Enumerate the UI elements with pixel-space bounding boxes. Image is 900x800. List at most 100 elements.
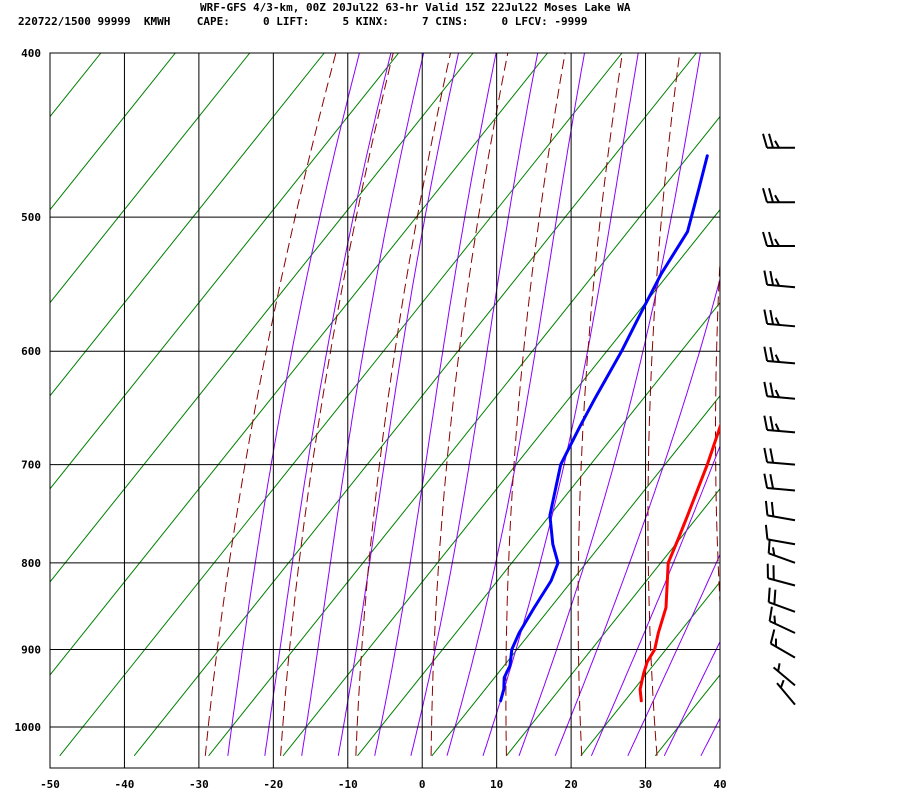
wind-barb-full-tick bbox=[769, 382, 775, 397]
moist-adiabat-line bbox=[554, 277, 720, 756]
wind-barb-half-tick bbox=[774, 354, 780, 363]
wind-barb bbox=[762, 188, 795, 204]
wind-barb-half-tick bbox=[774, 194, 780, 203]
wind-barb-full-tick bbox=[769, 416, 775, 431]
moist-adiabat-line bbox=[738, 53, 900, 756]
wind-barb-staff bbox=[767, 283, 796, 289]
wind-barb-staff bbox=[767, 395, 796, 400]
dry-adiabat-lines bbox=[204, 53, 808, 756]
wind-barb-full-tick bbox=[769, 474, 775, 489]
wind-barb bbox=[764, 524, 796, 546]
dewpoint-profile-line bbox=[499, 154, 709, 703]
dry-adiabat-line bbox=[355, 53, 451, 756]
wind-barb-full-tick bbox=[763, 346, 769, 362]
dry-adiabat-line bbox=[715, 252, 720, 611]
wind-barb-staff bbox=[770, 642, 796, 659]
wind-barb bbox=[763, 473, 796, 492]
wind-barb-staff bbox=[767, 514, 796, 522]
wind-barb-full-tick bbox=[768, 133, 774, 149]
chart-title: WRF-GFS 4/3-km, 00Z 20Jul22 63-hr Valid … bbox=[200, 1, 631, 14]
wind-barb-full-tick bbox=[767, 587, 771, 603]
wind-barb-full-tick bbox=[762, 231, 768, 247]
dry-adiabat-line bbox=[204, 53, 337, 756]
dry-adiabat-line bbox=[647, 53, 681, 756]
wind-barb-full-tick bbox=[767, 538, 771, 554]
temperature-tick-label: -10 bbox=[338, 778, 358, 791]
wind-barb-full-tick bbox=[769, 629, 776, 644]
temperature-tick-label: -40 bbox=[115, 778, 135, 791]
pressure-tick-label: 1000 bbox=[15, 721, 42, 734]
pressure-tick-label: 400 bbox=[21, 47, 41, 60]
wind-barb-full-tick bbox=[763, 415, 769, 431]
isotherm-line bbox=[282, 208, 720, 757]
wind-barb-full-tick bbox=[764, 500, 769, 516]
wind-barb-staff bbox=[768, 601, 796, 613]
wind-barb-staff bbox=[772, 666, 796, 687]
moist-adiabat-line bbox=[775, 53, 900, 756]
isotherm-line bbox=[804, 53, 900, 756]
wind-barb bbox=[766, 563, 796, 587]
wind-barb bbox=[767, 587, 796, 613]
wind-barb-full-tick bbox=[769, 347, 775, 362]
temperature-tick-label: -20 bbox=[263, 778, 283, 791]
temperature-tick-label: -50 bbox=[40, 778, 60, 791]
pressure-tick-label: 900 bbox=[21, 643, 41, 656]
isotherm-line bbox=[50, 53, 548, 676]
wind-barbs bbox=[762, 133, 796, 706]
isotherm-line bbox=[50, 53, 474, 583]
sounding-series bbox=[499, 154, 720, 703]
wind-barb-full-tick bbox=[762, 133, 768, 149]
moist-adiabat-line bbox=[627, 553, 720, 757]
wind-barb bbox=[763, 309, 796, 328]
wind-barb-full-tick bbox=[763, 447, 769, 463]
wind-barb bbox=[776, 679, 796, 706]
wind-barb-half-tick bbox=[774, 389, 780, 398]
isotherm-line bbox=[133, 53, 697, 757]
wind-barb-staff bbox=[767, 322, 796, 328]
wind-barb-half-tick bbox=[774, 317, 780, 326]
wind-barb bbox=[763, 270, 796, 289]
wind-barb-staff bbox=[767, 461, 796, 466]
pressure-tick-label: 500 bbox=[21, 211, 41, 224]
dry-adiabat-line bbox=[577, 53, 623, 756]
wind-barb-full-tick bbox=[769, 448, 775, 463]
isotherm-lines bbox=[50, 53, 900, 757]
wind-barb-full-tick bbox=[768, 231, 774, 247]
wind-barb-full-tick bbox=[773, 589, 777, 605]
wind-barb-half-tick bbox=[774, 140, 780, 149]
wind-barb-staff bbox=[769, 620, 796, 634]
wind-barb-staff bbox=[767, 538, 796, 546]
isotherm-line bbox=[50, 53, 176, 211]
wind-barb-half-tick bbox=[773, 615, 777, 624]
isotherm-line bbox=[208, 115, 720, 757]
wind-barb-full-tick bbox=[763, 270, 769, 285]
isotherm-line bbox=[654, 674, 720, 757]
header: WRF-GFS 4/3-km, 00Z 20Jul22 63-hr Valid … bbox=[0, 0, 900, 40]
wind-barb-staff bbox=[767, 359, 796, 365]
wind-barb-staff bbox=[767, 428, 796, 434]
temperature-tick-label: 10 bbox=[490, 778, 503, 791]
isotherm-line bbox=[50, 53, 400, 490]
wind-barb-full-tick bbox=[769, 270, 775, 286]
temperature-profile-line bbox=[638, 422, 720, 703]
wind-barb-staff bbox=[776, 682, 796, 706]
dry-adiabat-line bbox=[781, 53, 808, 756]
wind-barb bbox=[772, 663, 796, 687]
wind-barb-full-tick bbox=[769, 309, 775, 325]
pressure-tick-labels: 400 500 600 700 800 900 1000 bbox=[15, 47, 42, 734]
moist-adiabat-line bbox=[518, 53, 701, 756]
wind-barb-half-tick bbox=[774, 278, 780, 287]
wind-barb bbox=[769, 629, 796, 659]
temperature-tick-label: 30 bbox=[639, 778, 652, 791]
isotherm-line bbox=[580, 581, 720, 757]
isotherm-line bbox=[50, 53, 325, 397]
isotherm-line bbox=[50, 53, 251, 304]
wind-barb bbox=[763, 381, 796, 400]
isotherm-line bbox=[431, 394, 720, 757]
isotherm-line bbox=[730, 53, 900, 756]
wind-barb-half-tick bbox=[774, 238, 780, 247]
wind-barb-half-tick bbox=[779, 679, 785, 689]
isotherm-line bbox=[357, 301, 720, 757]
moist-adiabat-line bbox=[301, 53, 425, 756]
